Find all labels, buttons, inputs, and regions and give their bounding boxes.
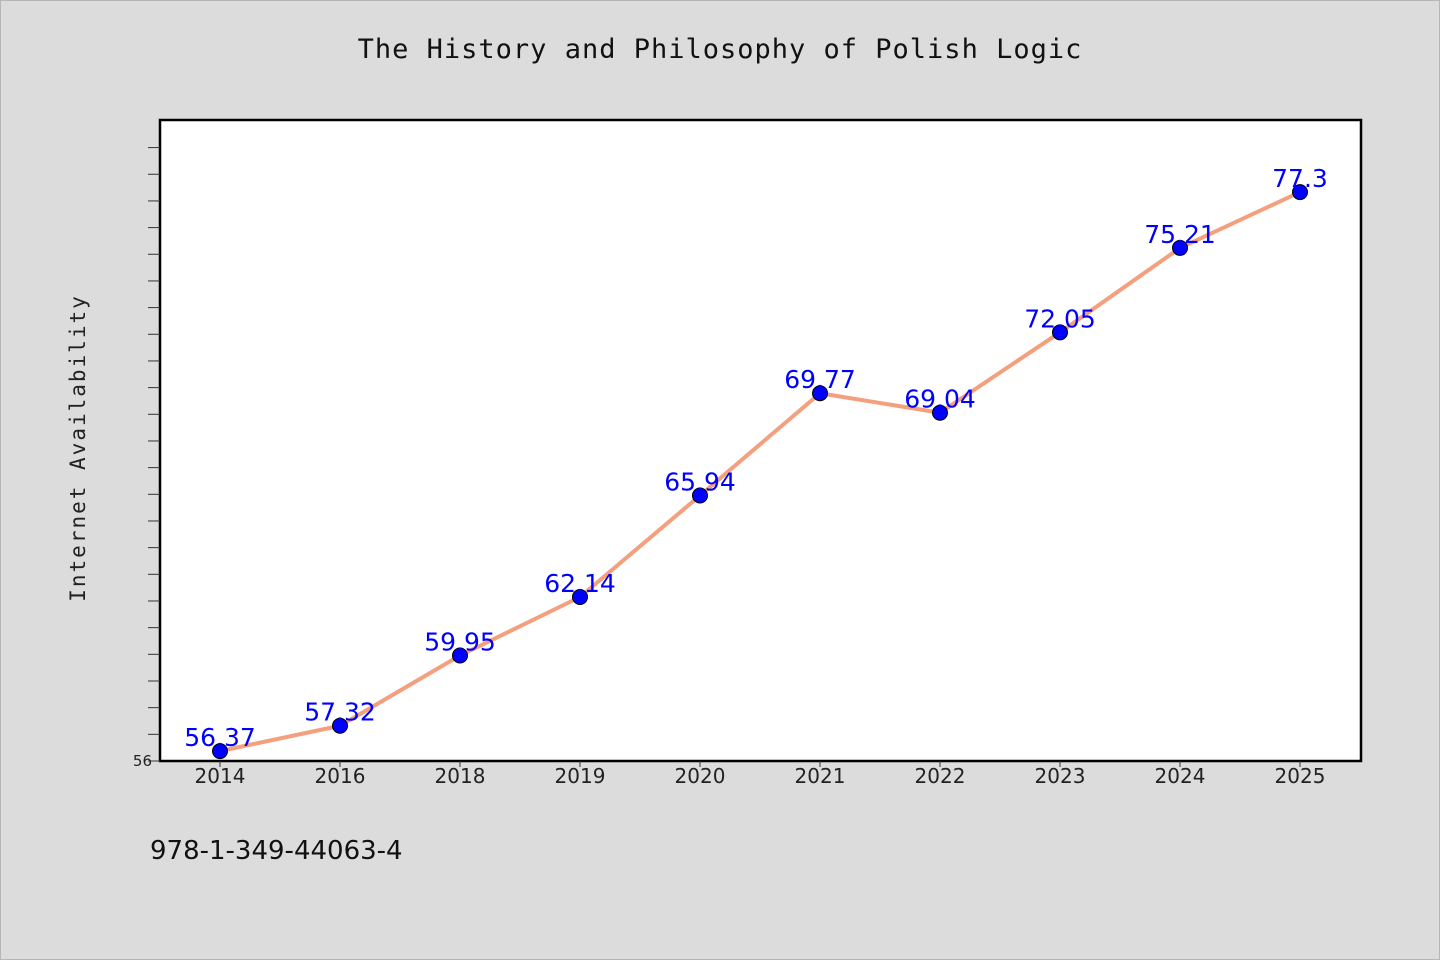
x-tick-label: 2024: [1155, 764, 1206, 788]
x-tick-label: 2022: [915, 764, 966, 788]
data-label: 65.94: [664, 468, 736, 497]
data-point: [812, 385, 828, 402]
x-tick-label: 2018: [435, 764, 486, 788]
data-label: 72.05: [1024, 304, 1096, 333]
series-line: [218, 190, 1302, 754]
x-tick-label: 2014: [195, 764, 246, 788]
data-point: [692, 487, 708, 504]
data-label: 59.95: [424, 628, 496, 657]
data-label: 57.32: [304, 698, 376, 727]
data-point: [1292, 184, 1308, 201]
y-tick-label: 56: [133, 752, 152, 770]
data-point: [332, 717, 348, 734]
x-tick-label: 2021: [795, 764, 846, 788]
data-label: 56.37: [184, 723, 256, 752]
data-point: [1052, 324, 1068, 341]
data-label: 75.21: [1144, 220, 1216, 249]
x-tick-label: 2023: [1035, 764, 1086, 788]
data-label: 77.3: [1272, 164, 1328, 193]
data-point: [932, 404, 948, 421]
data-point: [452, 647, 468, 664]
data-label: 69.04: [904, 385, 976, 414]
x-tick-label: 2020: [675, 764, 726, 788]
chart-title: The History and Philosophy of Polish Log…: [357, 34, 1083, 65]
data-label: 69.77: [784, 365, 856, 394]
x-tick-label: 2019: [555, 764, 606, 788]
x-tick-label: 2025: [1275, 764, 1326, 788]
x-tick-label: 2016: [315, 764, 366, 788]
data-point: [572, 589, 588, 606]
plot-area: [158, 118, 1363, 763]
data-point: [212, 743, 228, 760]
data-label: 62.14: [544, 569, 616, 598]
data-point: [1172, 239, 1188, 256]
footer-code: 978-1-349-44063-4: [150, 836, 403, 866]
